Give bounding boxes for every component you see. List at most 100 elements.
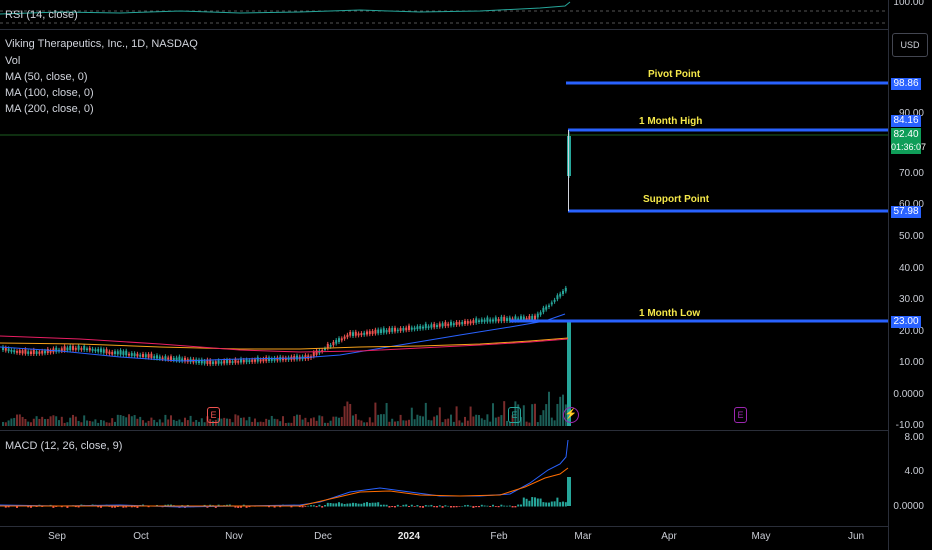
macd-histogram-bar: [133, 506, 136, 508]
macd-histogram: [2, 477, 571, 508]
ma50-indicator-label[interactable]: MA (50, close, 0): [5, 71, 88, 83]
currency-button[interactable]: USD: [892, 33, 928, 57]
candle-body: [231, 361, 234, 363]
time-axis-label: Sep: [48, 531, 66, 542]
volume-bar: [506, 420, 508, 426]
macd-histogram-bar: [492, 504, 494, 507]
macd-histogram-bar: [352, 502, 354, 507]
volume-bar: [522, 405, 525, 426]
candle-body: [206, 359, 209, 364]
time-axis-label: 2024: [397, 531, 421, 542]
candle-body: [66, 347, 69, 351]
lightning-icon[interactable]: ⚡: [563, 407, 579, 423]
macd-histogram-bar: [494, 506, 497, 507]
ma200-indicator-label[interactable]: MA (200, close, 0): [5, 103, 94, 115]
volume-bar: [175, 420, 178, 426]
candle-body: [83, 345, 86, 350]
candle-body: [408, 325, 410, 330]
candle-body: [276, 357, 279, 361]
candle-body: [245, 359, 248, 363]
volume-bar: [88, 420, 91, 426]
earnings-marker[interactable]: E: [508, 407, 521, 423]
rsi-label[interactable]: RSI (14, close): [5, 9, 78, 21]
candle-body: [287, 357, 290, 360]
ma100-indicator-label[interactable]: MA (100, close, 0): [5, 87, 94, 99]
vol-indicator-label[interactable]: Vol: [5, 55, 21, 67]
macd-histogram-bar: [27, 506, 30, 508]
macd-histogram-bar: [382, 504, 385, 507]
volume-bar: [287, 422, 290, 426]
volume-bar: [245, 420, 248, 426]
time-axis-label: Dec: [314, 531, 332, 542]
macd-histogram-bar: [7, 506, 10, 508]
earnings-marker[interactable]: E: [734, 407, 747, 423]
candle-body: [343, 336, 346, 339]
candle-body: [427, 326, 430, 328]
candle-body: [178, 356, 181, 361]
volume-bar: [240, 417, 242, 426]
volume-bar: [343, 406, 346, 426]
volume-bar: [83, 415, 86, 426]
macd-histogram-bar: [240, 506, 242, 508]
volume-bar: [436, 415, 438, 426]
volume-bar: [116, 414, 119, 426]
candle-body: [32, 349, 35, 354]
macd-histogram-bar: [419, 506, 422, 508]
volume-bar: [357, 419, 360, 426]
macd-axis-label: 0.0000: [893, 501, 924, 512]
symbol-title[interactable]: Viking Therapeutics, Inc., 1D, NASDAQ: [5, 38, 198, 50]
candle-body: [284, 357, 287, 361]
candle-body: [128, 353, 130, 356]
candle-body: [559, 293, 562, 297]
price-axis-label: 70.00: [898, 168, 924, 179]
volume-bar: [318, 415, 321, 426]
volume-bar: [119, 415, 122, 426]
candle-body: [111, 351, 114, 355]
macd-histogram-bar: [130, 506, 133, 508]
volume-bar: [290, 422, 293, 426]
candle-body: [441, 323, 444, 327]
candle-body: [405, 327, 408, 331]
candle-body: [133, 353, 136, 357]
volume-bar: [30, 422, 32, 426]
volume-bar: [508, 421, 511, 426]
candle-body: [562, 290, 564, 294]
ma200-line: [0, 335, 569, 353]
candle-body: [539, 312, 542, 315]
volume-bar: [408, 419, 410, 426]
candle-body: [531, 315, 534, 321]
candle-body: [63, 346, 66, 351]
candle-body: [354, 331, 357, 336]
candle-body: [522, 316, 525, 321]
macd-histogram-bar: [374, 502, 377, 507]
macd-histogram-bar: [66, 506, 69, 508]
candle-body: [315, 350, 318, 355]
volume-bar: [7, 420, 10, 426]
macd-histogram-bar: [534, 497, 536, 507]
candle-body: [360, 333, 363, 336]
volume-bar: [326, 422, 329, 426]
candle-body: [116, 351, 119, 355]
macd-label[interactable]: MACD (12, 26, close, 9): [5, 440, 123, 452]
time-axis-label: Jun: [847, 531, 865, 542]
macd-histogram-bar: [60, 506, 63, 508]
time-axis-label: Apr: [661, 531, 677, 542]
earnings-marker[interactable]: E: [207, 407, 220, 423]
volume-bar: [164, 414, 167, 426]
volume-bar: [86, 420, 88, 426]
candle-body: [18, 350, 21, 354]
candle-body: [77, 345, 80, 350]
candle-body: [125, 350, 128, 356]
volume-bar: [130, 416, 133, 426]
candle-body: [363, 332, 366, 335]
support-point-label: Support Point: [643, 194, 710, 205]
volume-bar: [478, 415, 480, 426]
volume-bar: [391, 418, 394, 426]
candle-body: [472, 320, 475, 324]
candle-body: [382, 328, 385, 333]
candle-body: [506, 318, 508, 321]
volume-bar: [433, 416, 436, 426]
volume-bar: [142, 420, 144, 426]
volume-bar: [186, 420, 189, 426]
